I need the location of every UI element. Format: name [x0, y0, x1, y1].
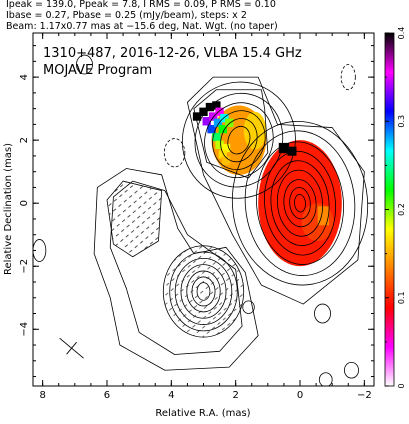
- pol-edge-pixel: [212, 132, 221, 142]
- isolated-contour: [344, 361, 359, 379]
- colorbar-tick-label: 0.4: [397, 27, 406, 40]
- pol-edge-pixel: [212, 101, 221, 110]
- y-tick-label: 0: [19, 200, 30, 206]
- hatched-lobe-e: [106, 180, 163, 258]
- x-tick-label: 8: [39, 390, 45, 401]
- pol-edge-pixel: [213, 118, 223, 128]
- core-contour: [264, 150, 336, 256]
- pol-edge-pixel: [221, 156, 231, 165]
- isolated-contour: [242, 300, 255, 314]
- x-tick-label: 2: [232, 390, 238, 401]
- pol-edge-pixel: [218, 124, 227, 134]
- isolated-contour: [33, 239, 47, 262]
- jet-envelope-contour: [187, 76, 365, 305]
- pol-edge-pixel: [225, 118, 234, 128]
- beam-minor-axis: [66, 341, 77, 355]
- pol-edge-pixel: [192, 112, 202, 121]
- envelope-contour: [109, 180, 243, 355]
- isolated-contour: [314, 303, 331, 324]
- colorbar-tick-label: 0.2: [397, 203, 406, 216]
- isolated-contour: [318, 372, 333, 386]
- y-tick-label: 2: [19, 137, 30, 143]
- knot-contour: [220, 118, 258, 163]
- knot-contour: [227, 125, 251, 155]
- isolated-contour: [340, 64, 356, 91]
- isolated-contour: [76, 54, 93, 75]
- x-tick-label: 4: [168, 390, 174, 401]
- beam-ellipse: [59, 337, 84, 359]
- core-contour: [276, 169, 324, 237]
- y-tick-label: 4: [19, 74, 30, 80]
- pol-edge-pixel: [202, 117, 211, 126]
- map-subtitle: MOJAVE Program: [43, 63, 152, 78]
- envelope-contour: [193, 89, 269, 179]
- pol-core-orange-edge: [317, 206, 329, 226]
- envelope-contour: [93, 168, 259, 371]
- x-tick-label: 0: [297, 390, 303, 401]
- header-line-3: Beam: 1.17x0.77 mas at −15.6 deg, Nat. W…: [6, 21, 278, 32]
- core-contour: [294, 193, 306, 213]
- negative-contour-hatching: [106, 180, 244, 338]
- pol-edge-pixel: [199, 107, 208, 116]
- core-contour: [283, 179, 317, 228]
- pol-edge-pixel: [207, 124, 216, 134]
- isolated-contour: [163, 138, 186, 168]
- y-tick-label: −2: [19, 259, 30, 274]
- pol-black-pixel: [287, 146, 297, 156]
- pol-edge-pixel: [215, 107, 224, 116]
- x-axis-label: Relative R.A. (mas): [155, 408, 250, 419]
- colorbar-ticks: 0.4 0.3 0.2 0.1 0: [385, 27, 406, 389]
- y-axis-label: Relative Declination (mas): [3, 143, 14, 275]
- colorbar-tick-label: 0: [397, 383, 406, 388]
- pol-edge-pixel: [208, 112, 218, 121]
- core-contour: [244, 130, 356, 276]
- header-line-1: Ipeak = 139.0, Ppeak = 7.8, I RMS = 0.09…: [6, 0, 276, 10]
- core-contour: [256, 141, 345, 265]
- hatched-knot-se: [163, 245, 244, 338]
- axis-ticks: 8 6 4 2 0 −2 4 2 0 −2 −4: [19, 33, 374, 401]
- x-tick-label: −2: [357, 390, 372, 401]
- pol-edge-pixel: [215, 140, 224, 150]
- map-layer: [33, 54, 369, 386]
- core-contour: [289, 187, 311, 220]
- x-tick-label: 6: [104, 390, 110, 401]
- colorbar-tick-label: 0.3: [397, 115, 406, 128]
- pol-black-pixel: [278, 142, 290, 154]
- pol-edge-pixel: [218, 150, 227, 159]
- header-line-2: Ibase = 0.27, Pbase = 0.25 (mJy/beam), s…: [6, 10, 247, 21]
- knot-contour: [204, 102, 274, 178]
- colorbar-tick-label: 0.1: [397, 291, 406, 304]
- pol-knot-yellow: [243, 111, 267, 150]
- pol-edge-pixel: [221, 143, 231, 153]
- knot-contour: [212, 110, 266, 171]
- knot-contour: [181, 81, 296, 199]
- y-tick-label: −4: [19, 322, 30, 337]
- core-contour: [270, 160, 330, 247]
- pol-edge-pixel: [220, 113, 229, 123]
- map-title: 1310+487, 2016-12-26, VLBA 15.4 GHz: [43, 46, 302, 61]
